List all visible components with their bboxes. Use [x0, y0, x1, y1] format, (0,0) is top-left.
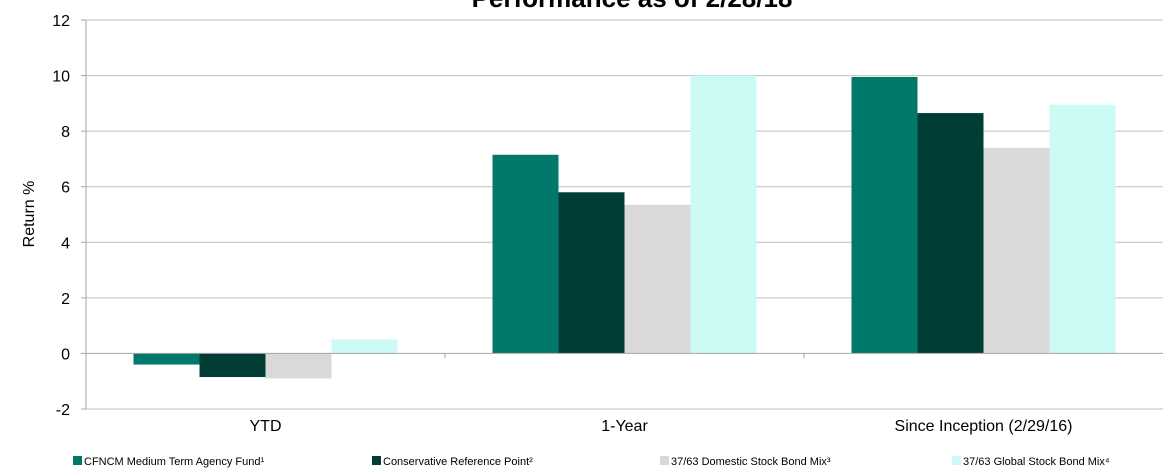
- legend-swatch: [372, 456, 381, 465]
- legend-label: 37/63 Global Stock Bond Mix⁴: [963, 456, 1110, 468]
- bar: [1049, 104, 1116, 354]
- legend-label: CFNCM Medium Term Agency Fund¹: [84, 456, 264, 468]
- chart-title: Performance as of 2/28/18: [472, 0, 793, 13]
- bar: [133, 353, 200, 365]
- x-tick-label: Since Inception (2/29/16): [895, 418, 1073, 435]
- legend-swatch: [952, 456, 961, 465]
- legend-label: 37/63 Domestic Stock Bond Mix³: [671, 456, 831, 468]
- legend-swatch: [660, 456, 669, 465]
- x-tick-label: 1-Year: [601, 418, 648, 435]
- bar: [917, 113, 984, 354]
- y-axis-label: Return %: [21, 181, 38, 248]
- bar: [983, 147, 1050, 354]
- bar: [851, 76, 918, 354]
- bar: [199, 353, 266, 378]
- y-tick-label: 4: [61, 235, 70, 252]
- y-tick-label: 2: [61, 291, 70, 308]
- y-tick-label: 12: [52, 13, 70, 30]
- x-tick-label: YTD: [250, 418, 282, 435]
- bar: [690, 75, 757, 354]
- bar: [265, 353, 332, 379]
- axes: [81, 19, 1163, 410]
- y-tick-label: 8: [61, 124, 70, 141]
- tick-labels: -2 0 2 4 6 8 10 12 YTD 1-Year Since Inception (2/2…: [52, 13, 1072, 435]
- legend-swatch: [73, 456, 82, 465]
- legend-label: Conservative Reference Point²: [383, 456, 533, 468]
- y-tick-label: 6: [61, 180, 70, 197]
- bar: [331, 339, 398, 354]
- y-tick-label: -2: [56, 402, 70, 419]
- bars: [133, 75, 1116, 379]
- legend: CFNCM Medium Term Agency Fund¹ Conservati…: [73, 456, 1110, 468]
- bar: [558, 192, 625, 354]
- y-tick-label: 0: [61, 346, 70, 363]
- bar: [492, 154, 559, 354]
- y-tick-label: 10: [52, 69, 70, 86]
- bar: [624, 204, 691, 354]
